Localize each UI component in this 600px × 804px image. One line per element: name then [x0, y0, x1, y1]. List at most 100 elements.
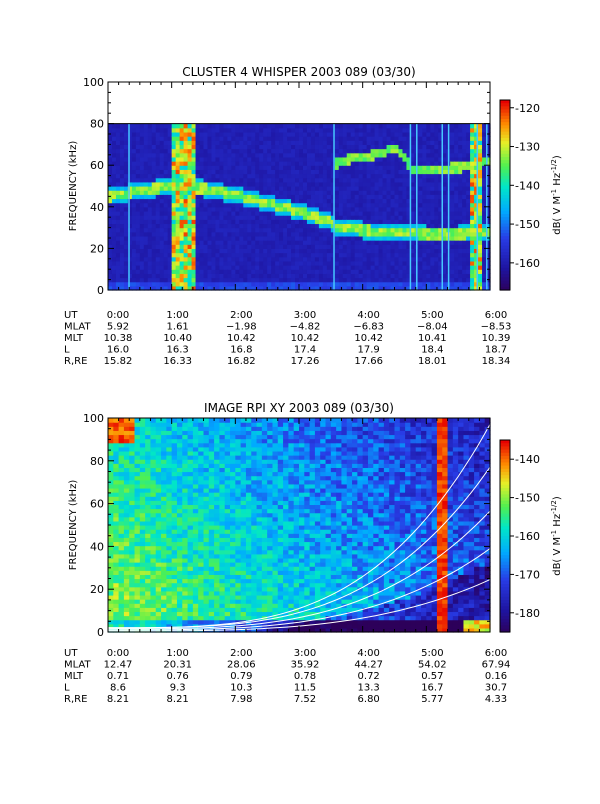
spectrogram-cell: [335, 136, 340, 141]
spectrogram-cell: [367, 273, 372, 278]
spectrogram-cell: [259, 140, 264, 145]
spectrogram-cell: [188, 165, 193, 170]
spectrogram-cell: [166, 426, 172, 431]
spectrogram-cell: [363, 182, 368, 187]
spectrogram-cell: [172, 513, 178, 518]
spectrogram-cell: [124, 265, 129, 270]
spectrogram-cell: [135, 447, 141, 452]
spectrogram-cell: [239, 149, 244, 154]
spectrogram-cell: [192, 261, 197, 266]
spectrogram-cell: [112, 253, 117, 258]
spectrogram-cell: [434, 223, 439, 228]
spectrogram-cell: [363, 174, 368, 179]
spectrogram-cell: [156, 132, 161, 137]
spectrogram-cell: [251, 124, 256, 129]
spectrogram-cell: [283, 273, 288, 278]
spectrogram-cell: [367, 236, 372, 241]
spectrogram-cell: [182, 476, 188, 481]
spectrogram-cell: [120, 124, 125, 129]
spectrogram-cell: [129, 574, 135, 579]
spectrogram-cell: [108, 434, 114, 439]
spectrogram-cell: [227, 211, 232, 216]
spectrogram-cell: [207, 257, 212, 262]
spectrogram-cell: [371, 140, 376, 145]
spectrogram-cell: [287, 236, 292, 241]
y-tick-label: 20: [90, 242, 104, 255]
spectrogram-cell: [144, 157, 149, 162]
spectrogram-cell: [311, 153, 316, 158]
spectrogram-cell: [343, 157, 348, 162]
spectrogram-cell: [422, 165, 427, 170]
spectrogram-cell: [135, 533, 141, 538]
spectrogram-cell: [116, 144, 121, 149]
spectrogram-cell: [172, 182, 177, 187]
spectrogram-cell: [363, 153, 368, 158]
spectrogram-cell: [215, 244, 220, 249]
spectrogram-cell: [327, 198, 332, 203]
spectrogram-cell: [434, 240, 439, 245]
spectrogram-cell: [450, 207, 455, 212]
spectrogram-cell: [251, 132, 256, 137]
spectrogram-cell: [291, 161, 296, 166]
spectrogram-cell: [359, 273, 364, 278]
spectrogram-cell: [132, 178, 137, 183]
spectrogram-cell: [140, 261, 145, 266]
spectrogram-cell: [168, 198, 173, 203]
spectrogram-cell: [150, 463, 156, 468]
spectrogram-cell: [315, 124, 320, 129]
spectrogram-cell: [239, 269, 244, 274]
spectrogram-cell: [319, 165, 324, 170]
spectrogram-cell: [319, 232, 324, 237]
spectrogram-cell: [164, 278, 169, 283]
spectrogram-cell: [426, 124, 431, 129]
spectrogram-cell: [247, 182, 252, 187]
spectrogram-cell: [387, 136, 392, 141]
spectrogram-cell: [363, 161, 368, 166]
spectrogram-cell: [235, 207, 240, 212]
spectrogram-cell: [259, 282, 264, 287]
ephemeris-cell: 1.61: [167, 322, 189, 333]
spectrogram-cell: [200, 282, 205, 287]
spectrogram-cell: [466, 194, 471, 199]
spectrogram-cell: [458, 244, 463, 249]
spectrogram-cell: [267, 132, 272, 137]
spectrogram-cell: [180, 186, 185, 191]
spectrogram-cell: [450, 178, 455, 183]
spectrogram-cell: [172, 574, 178, 579]
spectrogram-cell: [355, 153, 360, 158]
spectrogram-cell: [136, 219, 141, 224]
spectrogram-cell: [263, 273, 268, 278]
spectrogram-cell: [319, 182, 324, 187]
spectrogram-cell: [418, 236, 423, 241]
spectrogram-cell: [299, 240, 304, 245]
spectrogram-cell: [327, 132, 332, 137]
spectrogram-cell: [193, 447, 199, 452]
spectrogram-cell: [176, 223, 181, 228]
spectrogram-cell: [145, 439, 151, 444]
spectrogram-cell: [450, 157, 455, 162]
colorbar-label-unit-tail: -1: [550, 189, 558, 196]
spectrogram-cell: [263, 269, 268, 274]
spectrogram-cell: [182, 484, 188, 489]
spectrogram-cell: [426, 223, 431, 228]
spectrogram-cell: [193, 620, 199, 625]
spectrogram-cell: [166, 513, 172, 518]
spectrogram-cell: [307, 207, 312, 212]
spectrogram-cell: [311, 236, 316, 241]
spectrogram-cell: [156, 579, 162, 584]
spectrogram-cell: [275, 124, 280, 129]
spectrogram-cell: [363, 240, 368, 245]
spectrogram-cell: [223, 236, 228, 241]
spectrogram-cell: [168, 236, 173, 241]
spectrogram-cell: [168, 211, 173, 216]
spectrogram-cell: [295, 128, 300, 133]
spectrogram-cell: [343, 136, 348, 141]
spectrogram-cell: [299, 144, 304, 149]
spectrogram-cell: [108, 616, 114, 621]
spectrogram-cell: [160, 207, 165, 212]
spectrogram-cell: [148, 211, 153, 216]
spectrogram-cell: [144, 165, 149, 170]
spectrogram-cell: [319, 153, 324, 158]
spectrogram-cell: [418, 278, 423, 283]
spectrogram-cell: [204, 174, 209, 179]
